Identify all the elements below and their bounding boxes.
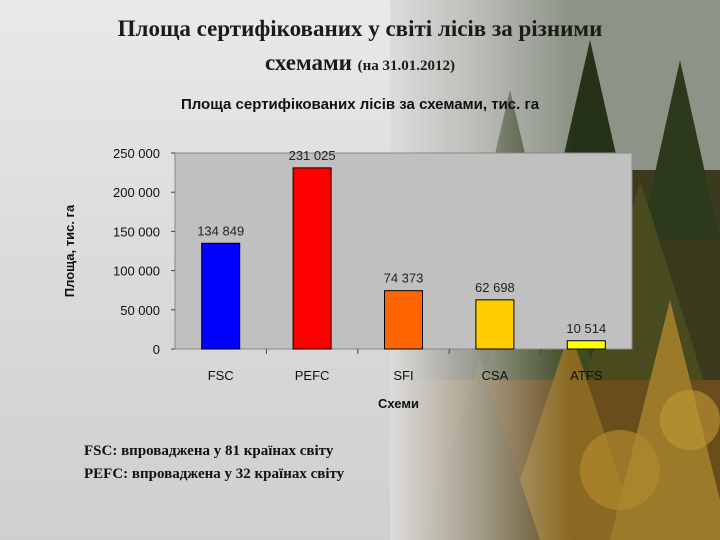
slide-title-schemes: схемами <box>264 50 352 75</box>
y-tick-label: 150 000 <box>113 224 160 239</box>
y-axis-title: Площа, тис. га <box>62 204 77 297</box>
bar-pefc <box>292 167 332 350</box>
notes-block: FSC: впроваджена у 81 країнах світу PEFC… <box>84 440 344 486</box>
data-label-sfi: 74 373 <box>384 271 424 286</box>
y-tick-label: 0 <box>153 342 160 357</box>
x-tick-label-sfi: SFI <box>393 368 413 383</box>
bar-atfs <box>566 340 606 350</box>
y-tick-label: 200 000 <box>113 185 160 200</box>
data-label-csa: 62 698 <box>475 280 515 295</box>
bar-fsc <box>201 242 241 350</box>
slide-title-line2: схемами (на 31.01.2012) <box>40 46 680 83</box>
data-label-atfs: 10 514 <box>566 321 606 336</box>
x-tick-label-pefc: PEFC <box>295 368 330 383</box>
bar-sfi <box>384 290 423 350</box>
y-tick-label: 50 000 <box>120 303 160 318</box>
x-tick-label-atfs: ATFS <box>570 368 603 383</box>
y-tick-label: 250 000 <box>113 146 160 161</box>
slide-title: Площа сертифікованих у світі лісів за рі… <box>40 12 680 83</box>
x-axis-title: Схеми <box>378 396 419 411</box>
x-tick-label-csa: CSA <box>482 368 509 383</box>
slide-title-line1: Площа сертифікованих у світі лісів за рі… <box>117 16 603 41</box>
data-label-pefc: 231 025 <box>289 148 336 163</box>
slide-title-date: (на 31.01.2012) <box>357 58 456 74</box>
data-label-fsc: 134 849 <box>197 223 244 238</box>
bar-csa <box>475 299 515 350</box>
note-pefc: PEFC: впроваджена у 32 країнах світу <box>84 466 345 482</box>
x-tick-label-fsc: FSC <box>208 368 234 383</box>
chart-title: Площа сертифікованих лісів за схемами, т… <box>180 96 540 113</box>
y-tick-label: 100 000 <box>113 264 160 279</box>
note-fsc: FSC: впроваджена у 81 країнах світу <box>84 443 334 459</box>
